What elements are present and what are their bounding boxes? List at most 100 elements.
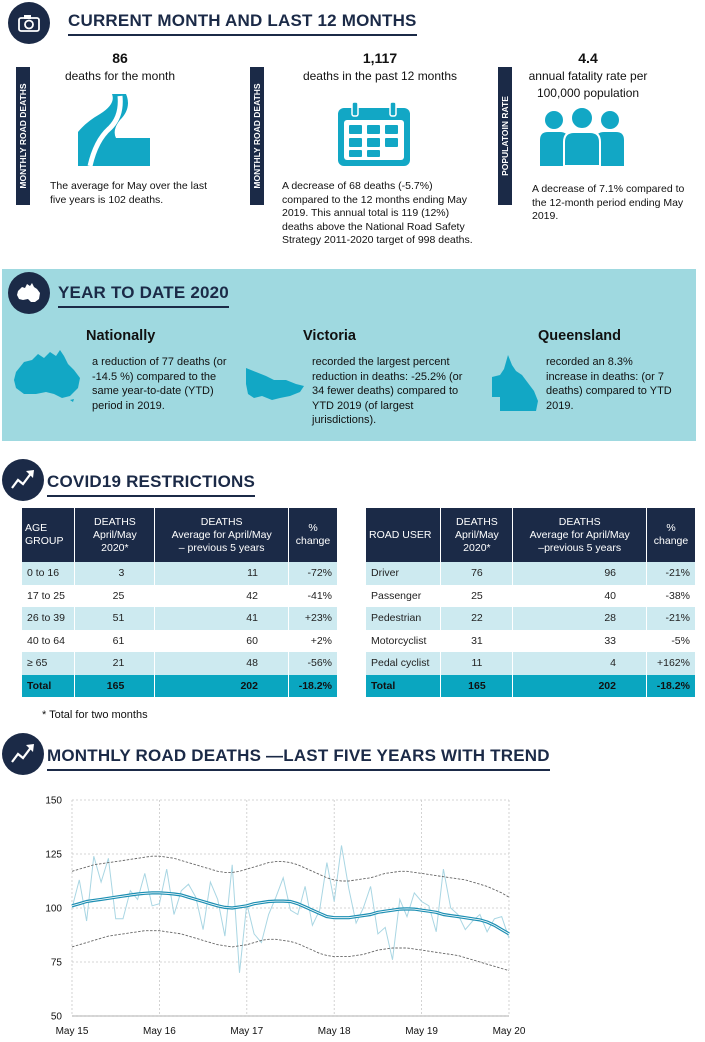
col3-label-line2: 100,000 population [536, 86, 640, 100]
col1-label: deaths for the month [64, 69, 176, 83]
user-cell-type: Pedal cyclist [366, 652, 442, 675]
user-cell-deaths: 22 [440, 607, 514, 630]
user-cell-type: Driver [366, 562, 442, 585]
table-row: 0 to 16 3 11 -72% [22, 562, 339, 585]
user-cell-change: -21% [646, 562, 696, 585]
section2-icon [8, 272, 50, 314]
user-cell-average: 96 [512, 562, 647, 585]
y-tick-label: 125 [45, 850, 62, 861]
monthly-deaths-chart: 50 75 100 125 150 May 15 May 16 May 17 May 18 May… [45, 796, 526, 1038]
region-victoria-text: recorded the largest percent reduction i… [312, 356, 463, 426]
age-cell-group: 17 to 25 [22, 584, 76, 607]
trend-up-icon [11, 470, 34, 489]
col1-note: The average for May over the last five y… [50, 180, 207, 206]
user-cell-deaths: 76 [440, 562, 514, 585]
region-nationally-heading: Nationally [86, 328, 156, 344]
user-header-average: DEATHS Average for April/May –previous 5 y… [512, 508, 647, 562]
road-user-table: ROAD USER DEATHS April/May 2020* DEATHS Ave… [366, 508, 696, 697]
x-tick-label: May 15 [56, 1026, 89, 1037]
user-cell-change: +162% [646, 652, 696, 675]
x-tick-label: May 17 [230, 1026, 263, 1037]
age-cell-deaths: 25 [74, 584, 156, 607]
age-total-change: -18.2% [288, 674, 339, 697]
user-cell-deaths: 25 [440, 584, 514, 607]
table-total-row: Total 165 202 -18.2% [22, 674, 339, 697]
age-cell-group: 0 to 16 [22, 562, 76, 585]
age-cell-deaths: 21 [74, 652, 156, 675]
user-cell-deaths: 11 [440, 652, 514, 675]
x-tick-label: May 16 [143, 1026, 176, 1037]
table-footnote: * Total for two months [42, 709, 148, 721]
x-tick-label: May 20 [493, 1026, 526, 1037]
user-total-label: Total [366, 674, 442, 697]
user-cell-change: -21% [646, 607, 696, 630]
col1-vertical-label: MONTHLY ROAD DEATHS [16, 67, 30, 205]
australia-icon [17, 283, 40, 302]
region-queensland-heading: Queensland [538, 328, 621, 344]
age-cell-change: -41% [288, 584, 339, 607]
user-total-deaths: 165 [440, 674, 514, 697]
user-cell-type: Pedestrian [366, 607, 442, 630]
ytd-panel [2, 269, 696, 441]
age-cell-change: -72% [288, 562, 339, 585]
user-header-change: % change [646, 508, 696, 562]
camera-icon [18, 15, 40, 32]
age-cell-deaths: 51 [74, 607, 156, 630]
x-tick-label: May 18 [318, 1026, 351, 1037]
section4-title: MONTHLY ROAD DEATHS —LAST FIVE YEARS WIT… [47, 746, 550, 771]
age-header-group: AGE GROUP [22, 508, 76, 562]
user-cell-average: 40 [512, 584, 647, 607]
queensland-map-icon [492, 355, 538, 411]
table-row: ≥ 65 21 48 -56% [22, 652, 339, 675]
col3-number: 4.4 [578, 50, 598, 66]
x-tick-label: May 19 [405, 1026, 438, 1037]
age-group-table: AGE GROUP DEATHS April/May 2020* DEATHS Aver… [22, 508, 339, 697]
user-cell-change: -5% [646, 629, 696, 652]
age-cell-average: 60 [154, 629, 289, 652]
user-cell-type: Motorcyclist [366, 629, 442, 652]
col2-label: deaths in the past 12 months [302, 69, 458, 83]
user-cell-deaths: 31 [440, 629, 514, 652]
series-line-lower-bound [71, 930, 510, 972]
table-row: 17 to 25 25 42 -41% [22, 584, 339, 607]
col2-note: A decrease of 68 deaths (-5.7%) compared… [282, 180, 473, 246]
age-cell-change: -56% [288, 652, 339, 675]
table-row: 26 to 39 51 41 +23% [22, 607, 339, 630]
age-cell-group: 26 to 39 [22, 607, 76, 630]
trend-up-icon [11, 744, 34, 763]
section3-icon [2, 459, 44, 501]
age-total-label: Total [22, 674, 76, 697]
region-queensland-text: recorded an 8.3% increase in deaths: (or… [546, 356, 672, 412]
section1-icon [8, 2, 50, 44]
australia-map-icon [14, 350, 80, 402]
age-cell-change: +23% [288, 607, 339, 630]
table-row: Driver 76 96 -21% [366, 562, 696, 585]
age-cell-group: ≥ 65 [22, 652, 76, 675]
age-cell-average: 11 [154, 562, 289, 585]
road-icon [78, 94, 150, 166]
y-tick-label: 75 [51, 958, 63, 969]
col3-label-line1: annual fatality rate per [528, 69, 648, 83]
age-cell-deaths: 3 [74, 562, 156, 585]
user-header-road-user: ROAD USER [366, 508, 442, 562]
user-cell-change: -38% [646, 584, 696, 607]
col2-vertical-label: MONTHLY ROAD DEATHS [250, 67, 264, 205]
series-line-trend-highlight [71, 892, 510, 935]
region-victoria-heading: Victoria [303, 328, 356, 344]
user-header-deaths: DEATHS April/May 2020* [440, 508, 514, 562]
col3-vertical-label: POPULATOIN RATE [498, 67, 512, 205]
age-cell-average: 48 [154, 652, 289, 675]
user-cell-type: Passenger [366, 584, 442, 607]
y-tick-label: 150 [45, 796, 62, 807]
table-row: 40 to 64 61 60 +2% [22, 629, 339, 652]
age-cell-group: 40 to 64 [22, 629, 76, 652]
age-cell-average: 42 [154, 584, 289, 607]
age-header-average: DEATHS Average for April/May – previous 5 … [154, 508, 289, 562]
victoria-map-icon [246, 368, 304, 400]
user-cell-average: 33 [512, 629, 647, 652]
age-cell-change: +2% [288, 629, 339, 652]
age-total-average: 202 [154, 674, 289, 697]
series-line-upper-bound [71, 855, 510, 898]
section4-icon [2, 733, 44, 775]
age-total-deaths: 165 [74, 674, 156, 697]
